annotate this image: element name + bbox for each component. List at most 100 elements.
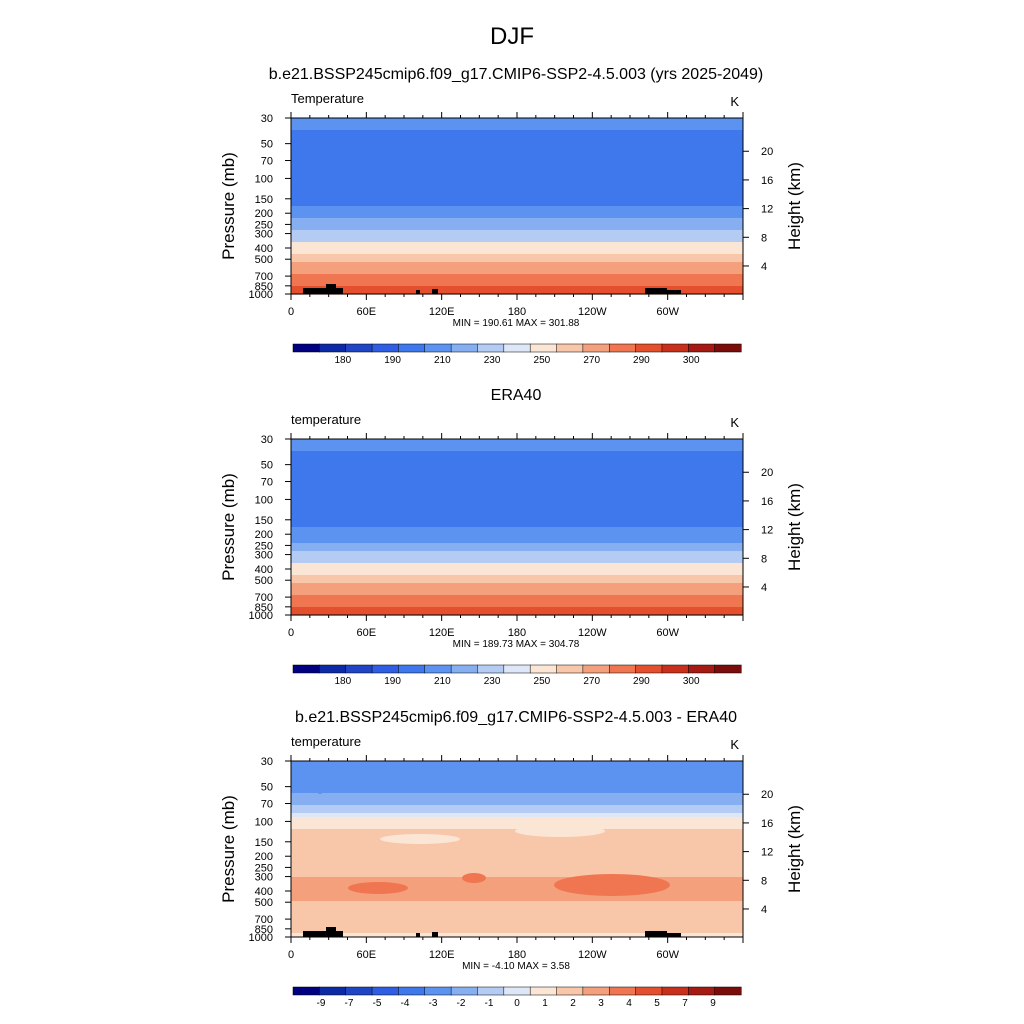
colorbar-label: -4 <box>401 998 410 1009</box>
contour-band <box>291 913 743 918</box>
y-tick-label: 200 <box>255 208 273 220</box>
colorbar-swatch <box>582 986 610 996</box>
y-tick-label: 300 <box>255 229 273 241</box>
contour-band <box>291 170 743 175</box>
contour-band <box>291 258 743 263</box>
contour-band <box>291 865 743 870</box>
colorbar-swatch <box>477 986 505 996</box>
contour-band <box>291 206 743 211</box>
y-tick-label: 250 <box>255 219 273 231</box>
contour-band <box>291 214 743 219</box>
colorbar-label: 2 <box>570 998 576 1009</box>
colorbar-swatch <box>371 343 399 353</box>
x-tick-label: 60E <box>357 627 377 639</box>
y2-tick-label: 8 <box>761 232 767 244</box>
y-tick-label: 700 <box>255 914 273 926</box>
contour-band <box>291 897 743 902</box>
x-tick-label: 120W <box>578 306 607 318</box>
topography <box>645 288 667 294</box>
y-tick-label: 50 <box>261 460 273 472</box>
colorbar-label: 250 <box>534 676 551 687</box>
contour-band <box>291 869 743 874</box>
x-axis: 0 60E 120E 180 120W 60W <box>288 112 744 318</box>
contour-band <box>291 857 743 862</box>
colorbar-swatch <box>371 664 399 674</box>
y2-tick-label: 20 <box>761 789 773 801</box>
y2-axis-title: Height (km) <box>785 483 804 571</box>
colorbar-label: 190 <box>384 355 401 366</box>
y-axis-title: Pressure (mb) <box>219 473 238 581</box>
colorbar-label: 300 <box>683 676 700 687</box>
contour-band <box>291 841 743 846</box>
contour-band <box>291 447 743 452</box>
y2-tick-label: 16 <box>761 175 773 187</box>
contour-band <box>291 551 743 556</box>
contour-band <box>291 290 743 295</box>
y-tick-label: 500 <box>255 254 273 266</box>
contour-band <box>291 515 743 520</box>
x-tick-label: 180 <box>508 306 526 318</box>
contour-field <box>291 761 743 938</box>
colorbar-swatch <box>714 986 742 996</box>
x-tick-label: 60E <box>357 949 377 961</box>
colorbar-label: 290 <box>633 676 650 687</box>
contour-band <box>291 250 743 255</box>
panels: b.e21.BSSP245cmip6.f09_g17.CMIP6-SSP2-4.… <box>219 66 804 1009</box>
panel-3: b.e21.BSSP245cmip6.f09_g17.CMIP6-SSP2-4.… <box>219 709 804 1009</box>
x-tick-label: 60W <box>656 306 679 318</box>
y-tick-label: 30 <box>261 113 273 125</box>
colorbar-swatch <box>319 986 347 996</box>
topography <box>303 288 326 294</box>
y2-tick-label: 12 <box>761 847 773 859</box>
colorbar-label: 250 <box>534 355 551 366</box>
contour-band <box>291 162 743 167</box>
contour-band <box>291 797 743 802</box>
colorbar-label: 230 <box>484 355 501 366</box>
colorbar-label: 190 <box>384 676 401 687</box>
y-tick-label: 50 <box>261 782 273 794</box>
colorbar-label: 210 <box>434 355 451 366</box>
contour-band <box>291 575 743 580</box>
contour-band <box>291 475 743 480</box>
y-tick-label: 30 <box>261 434 273 446</box>
contour-region <box>316 786 324 794</box>
contour-band <box>291 226 743 231</box>
colorbar-swatch <box>319 664 347 674</box>
contour-band <box>291 821 743 826</box>
y-tick-label: 1000 <box>249 610 273 622</box>
topography <box>326 284 336 294</box>
y-tick-label: 100 <box>255 173 273 185</box>
contour-band <box>291 873 743 878</box>
colorbar-label: 9 <box>710 998 716 1009</box>
colorbar-swatch <box>688 664 716 674</box>
contour-band <box>291 218 743 223</box>
topography <box>667 290 681 294</box>
colorbar-label: 4 <box>626 998 632 1009</box>
units-label: K <box>730 415 739 430</box>
contour-band <box>291 539 743 544</box>
contour-band <box>291 527 743 532</box>
y-tick-label: 400 <box>255 564 273 576</box>
y-tick-label: 500 <box>255 897 273 909</box>
contour-region <box>462 873 486 883</box>
x-tick-label: 0 <box>288 949 294 961</box>
contour-band <box>291 861 743 866</box>
contour-band <box>291 222 743 227</box>
contour-band <box>291 130 743 135</box>
colorbar-label: -3 <box>429 998 438 1009</box>
min-max-stats: MIN = -4.10 MAX = 3.58 <box>462 961 570 972</box>
contour-band <box>291 499 743 504</box>
y2-tick-label: 16 <box>761 496 773 508</box>
contour-band <box>291 198 743 203</box>
colorbar-swatch <box>450 986 479 996</box>
contour-band <box>291 523 743 528</box>
contour-band <box>291 282 743 287</box>
colorbar-label: -1 <box>485 998 494 1009</box>
contour-band <box>291 845 743 850</box>
colorbar-swatch <box>477 343 505 353</box>
contour-band <box>291 278 743 283</box>
colorbar-swatch <box>424 664 452 674</box>
contour-band <box>291 809 743 814</box>
y-tick-label: 700 <box>255 592 273 604</box>
